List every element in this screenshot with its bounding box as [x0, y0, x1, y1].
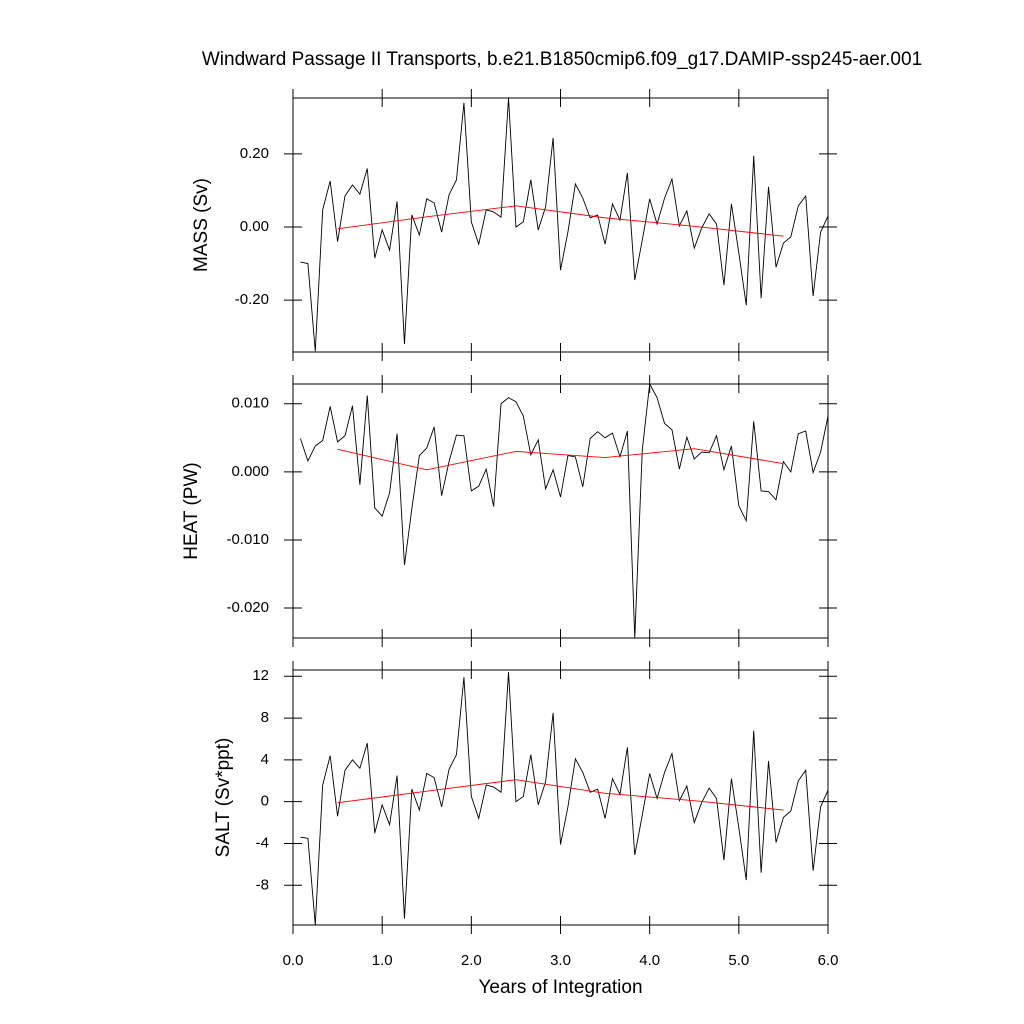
- x-tick-label: 5.0: [728, 952, 749, 969]
- y-axis-label: HEAT (PW): [181, 462, 202, 559]
- x-tick-label: 4.0: [639, 952, 660, 969]
- data-line: [337, 779, 784, 811]
- y-tick-label: -0.20: [235, 291, 269, 308]
- x-tick-label: 0.0: [283, 952, 304, 969]
- y-tick-label: 0.20: [240, 145, 269, 162]
- x-tick-label: 3.0: [550, 952, 571, 969]
- y-tick-label: 12: [252, 667, 269, 684]
- y-tick-label: 8: [261, 709, 269, 726]
- x-tick-label: 1.0: [372, 952, 393, 969]
- x-axis-label: Years of Integration: [478, 977, 642, 998]
- y-tick-label: 4: [261, 751, 269, 768]
- y-tick-label: 0.010: [231, 395, 269, 412]
- data-line: [299, 382, 829, 639]
- data-line: [337, 448, 784, 471]
- y-axis-label: SALT (Sv*ppt): [213, 738, 234, 858]
- x-tick-label: 6.0: [818, 952, 839, 969]
- y-tick-label: -4: [256, 834, 269, 851]
- y-tick-label: -8: [256, 876, 269, 893]
- y-tick-label: -0.020: [226, 599, 269, 616]
- y-tick-label: 0.00: [240, 218, 269, 235]
- y-tick-label: 0.000: [231, 463, 269, 480]
- y-tick-label: -0.010: [226, 531, 269, 548]
- y-axis-label: MASS (Sv): [191, 178, 212, 272]
- data-line: [337, 205, 784, 237]
- data-line: [300, 672, 829, 926]
- data-line: [300, 97, 829, 352]
- y-tick-label: 0: [261, 793, 269, 810]
- chart-title: Windward Passage II Transports, b.e21.B1…: [202, 49, 922, 70]
- x-tick-label: 2.0: [461, 952, 482, 969]
